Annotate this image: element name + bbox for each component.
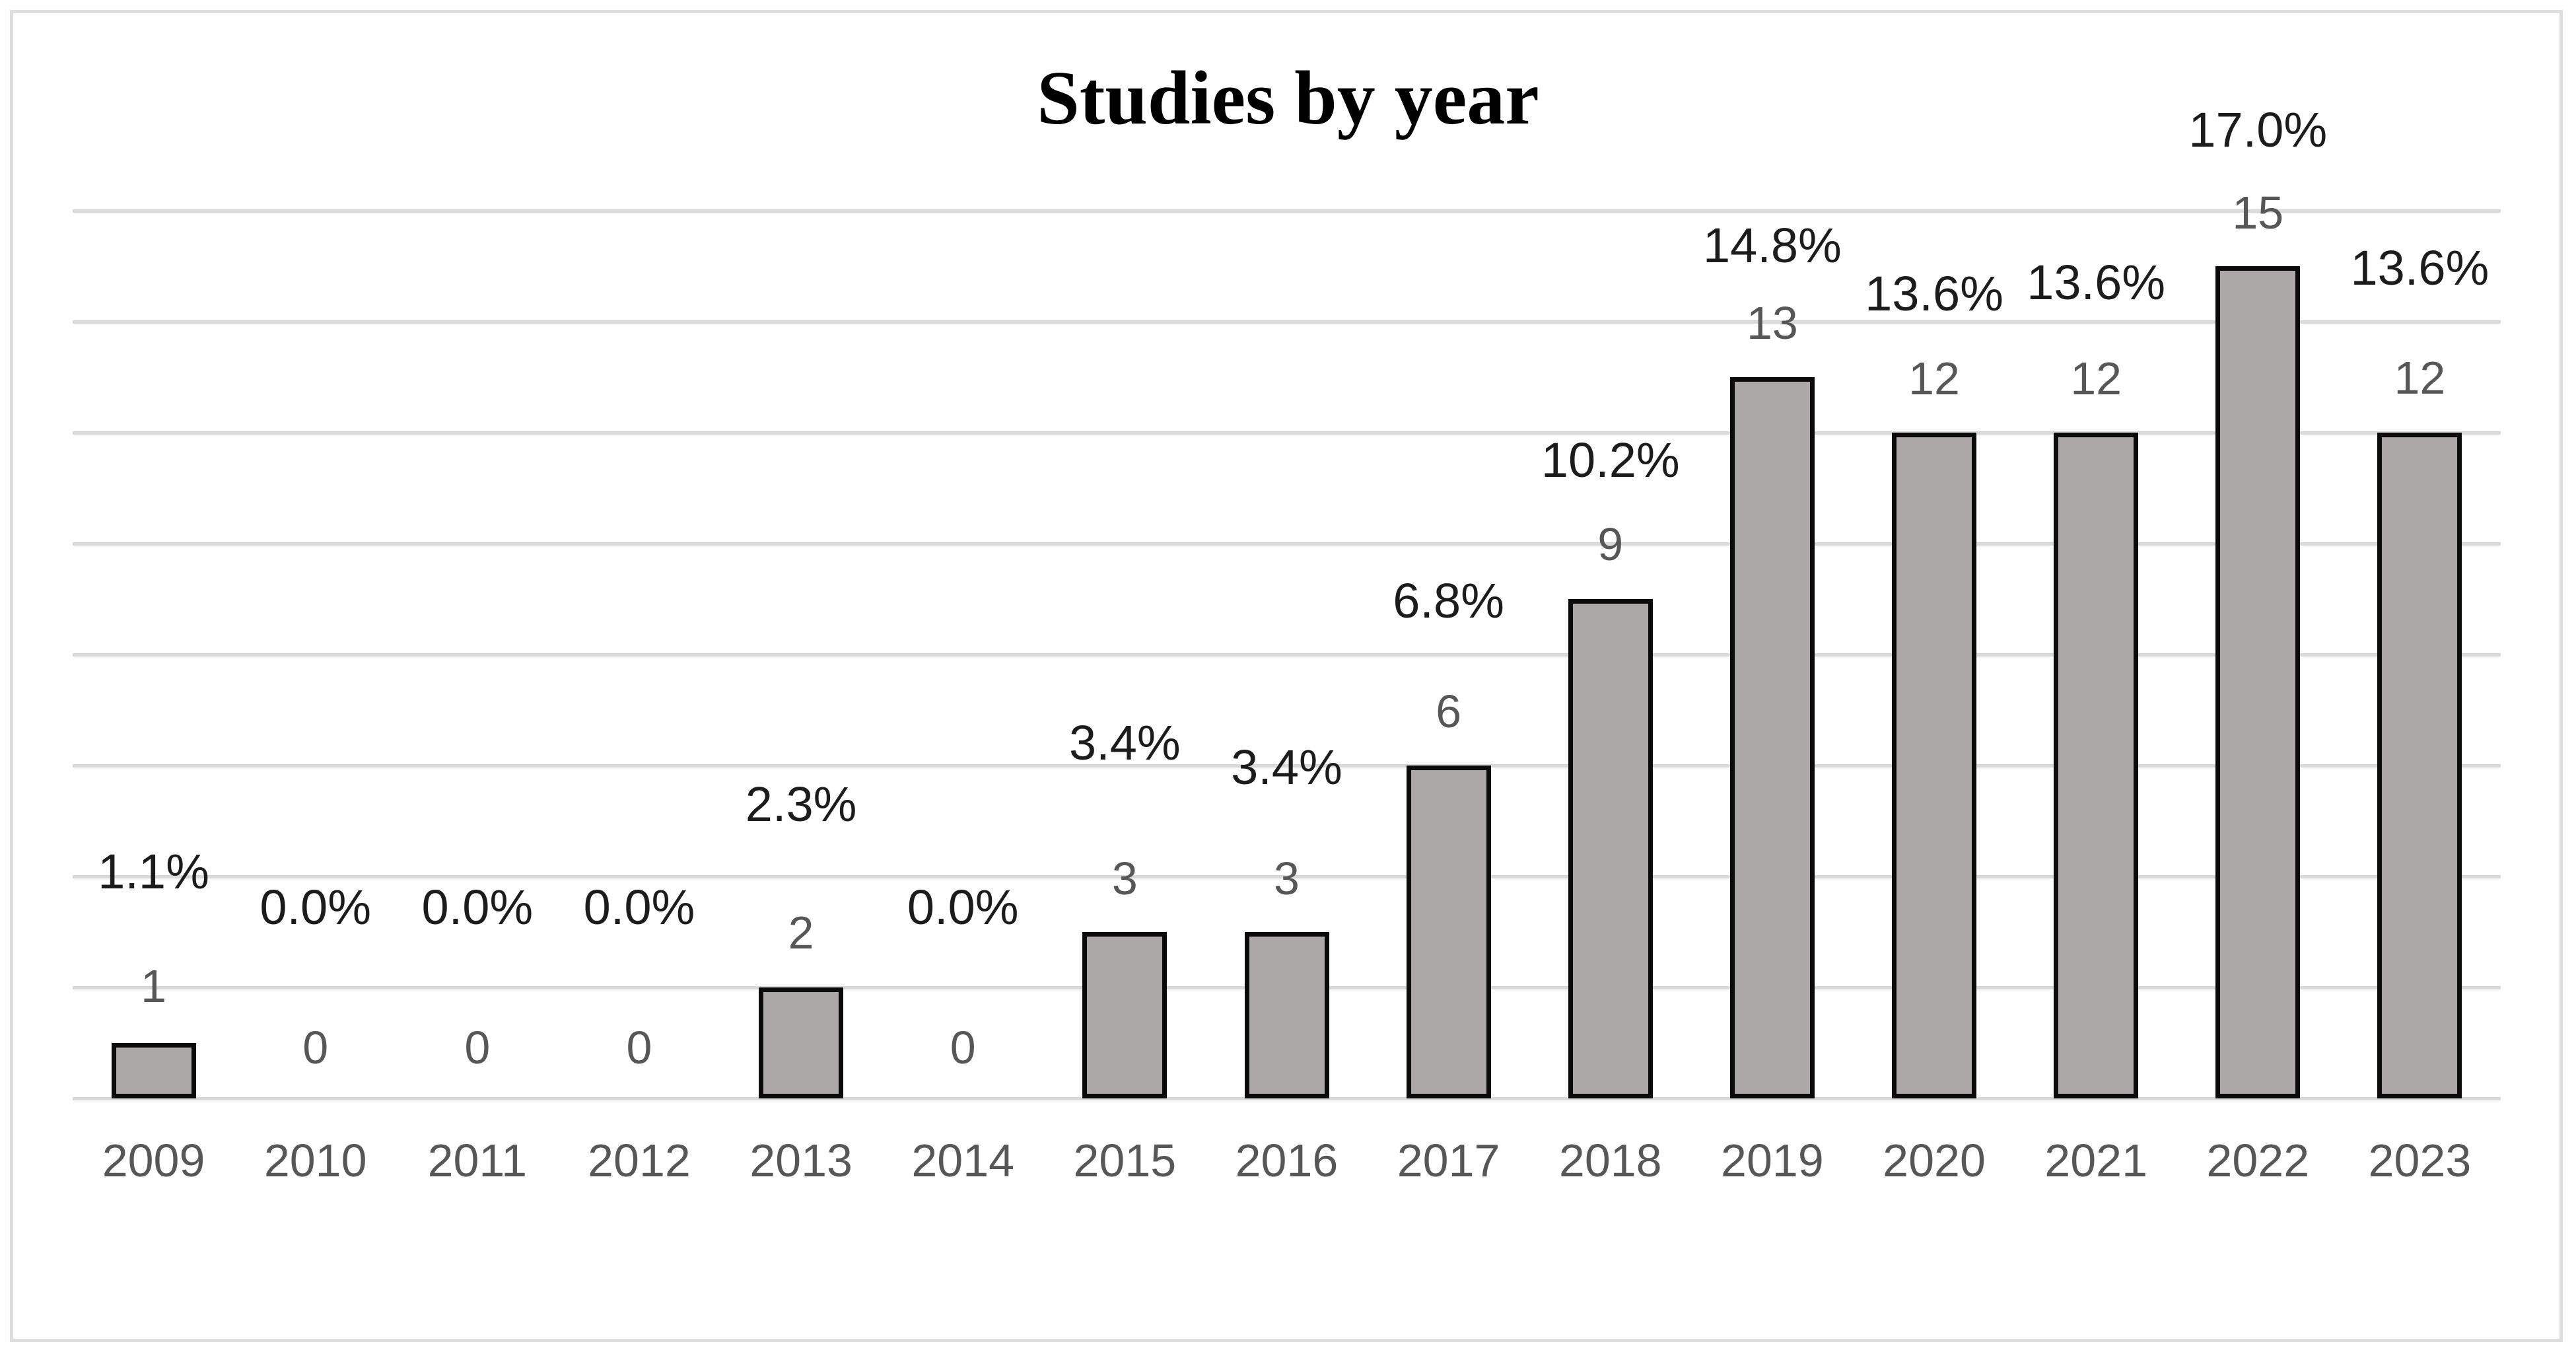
pct-label-2014: 0.0% [907,880,1019,935]
x-axis-label-2018: 2018 [1558,1135,1662,1186]
count-label-2023: 12 [2394,352,2446,404]
pct-label-2016: 3.4% [1231,740,1342,795]
x-axis-line [73,1097,2501,1100]
pct-label-2021: 13.6% [2027,255,2166,310]
pct-label-2023: 13.6% [2350,240,2489,295]
count-label-2018: 9 [1597,518,1624,570]
bar-2016 [1244,932,1329,1098]
bar-2018 [1568,599,1653,1098]
gridline [73,431,2501,435]
bar-2023 [2377,433,2462,1098]
pct-label-2015: 3.4% [1069,715,1181,770]
bar-2019 [1729,377,1815,1098]
x-axis-label-2014: 2014 [911,1135,1015,1186]
x-axis-label-2013: 2013 [749,1135,853,1186]
pct-label-2019: 14.8% [1702,218,1842,273]
count-label-2014: 0 [950,1022,976,1073]
x-axis-label-2023: 2023 [2368,1135,2472,1186]
x-axis-label-2016: 2016 [1235,1135,1339,1186]
gridline [73,320,2501,324]
bar-2022 [2215,266,2301,1098]
count-label-2009: 1 [141,960,167,1012]
gridline [73,209,2501,213]
x-axis-label-2010: 2010 [263,1135,367,1186]
pct-label-2009: 1.1% [98,844,209,899]
pct-label-2018: 10.2% [1541,433,1680,487]
count-label-2017: 6 [1436,686,1462,737]
pct-label-2017: 6.8% [1393,573,1504,628]
count-label-2013: 2 [788,907,814,958]
bar-2021 [2054,433,2139,1098]
gridline [73,542,2501,546]
chart-title: Studies by year [1037,56,1539,141]
count-label-2020: 12 [1908,353,1960,404]
gridline [73,875,2501,878]
bar-2020 [1892,433,1977,1098]
x-axis-label-2009: 2009 [102,1135,205,1186]
x-axis-label-2020: 2020 [1883,1135,1986,1186]
x-axis-label-2021: 2021 [2044,1135,2148,1186]
count-label-2019: 13 [1746,297,1798,349]
x-axis-label-2012: 2012 [588,1135,691,1186]
x-axis-label-2015: 2015 [1073,1135,1177,1186]
x-axis-label-2011: 2011 [427,1135,528,1186]
pct-label-2022: 17.0% [2188,102,2328,157]
plot-area [73,209,2501,1100]
pct-label-2020: 13.6% [1865,266,2003,321]
count-label-2010: 0 [302,1022,329,1073]
bar-2015 [1082,932,1167,1098]
pct-label-2012: 0.0% [583,880,695,935]
bar-2013 [759,987,844,1098]
pct-label-2013: 2.3% [745,777,857,832]
count-label-2016: 3 [1274,853,1300,904]
x-axis-label-2017: 2017 [1397,1135,1500,1186]
pct-label-2010: 0.0% [260,880,372,935]
count-label-2011: 0 [464,1022,491,1073]
count-label-2015: 3 [1111,853,1138,904]
figure-border [10,10,2563,1342]
bar-2009 [111,1043,196,1098]
pct-label-2011: 0.0% [421,880,534,935]
bar-2017 [1406,766,1491,1098]
gridline [73,653,2501,657]
x-axis-label-2019: 2019 [1721,1135,1824,1186]
count-label-2012: 0 [626,1022,652,1073]
count-label-2022: 15 [2232,187,2284,238]
count-label-2021: 12 [2070,353,2122,404]
gridline [73,764,2501,767]
x-axis-label-2022: 2022 [2206,1135,2310,1186]
